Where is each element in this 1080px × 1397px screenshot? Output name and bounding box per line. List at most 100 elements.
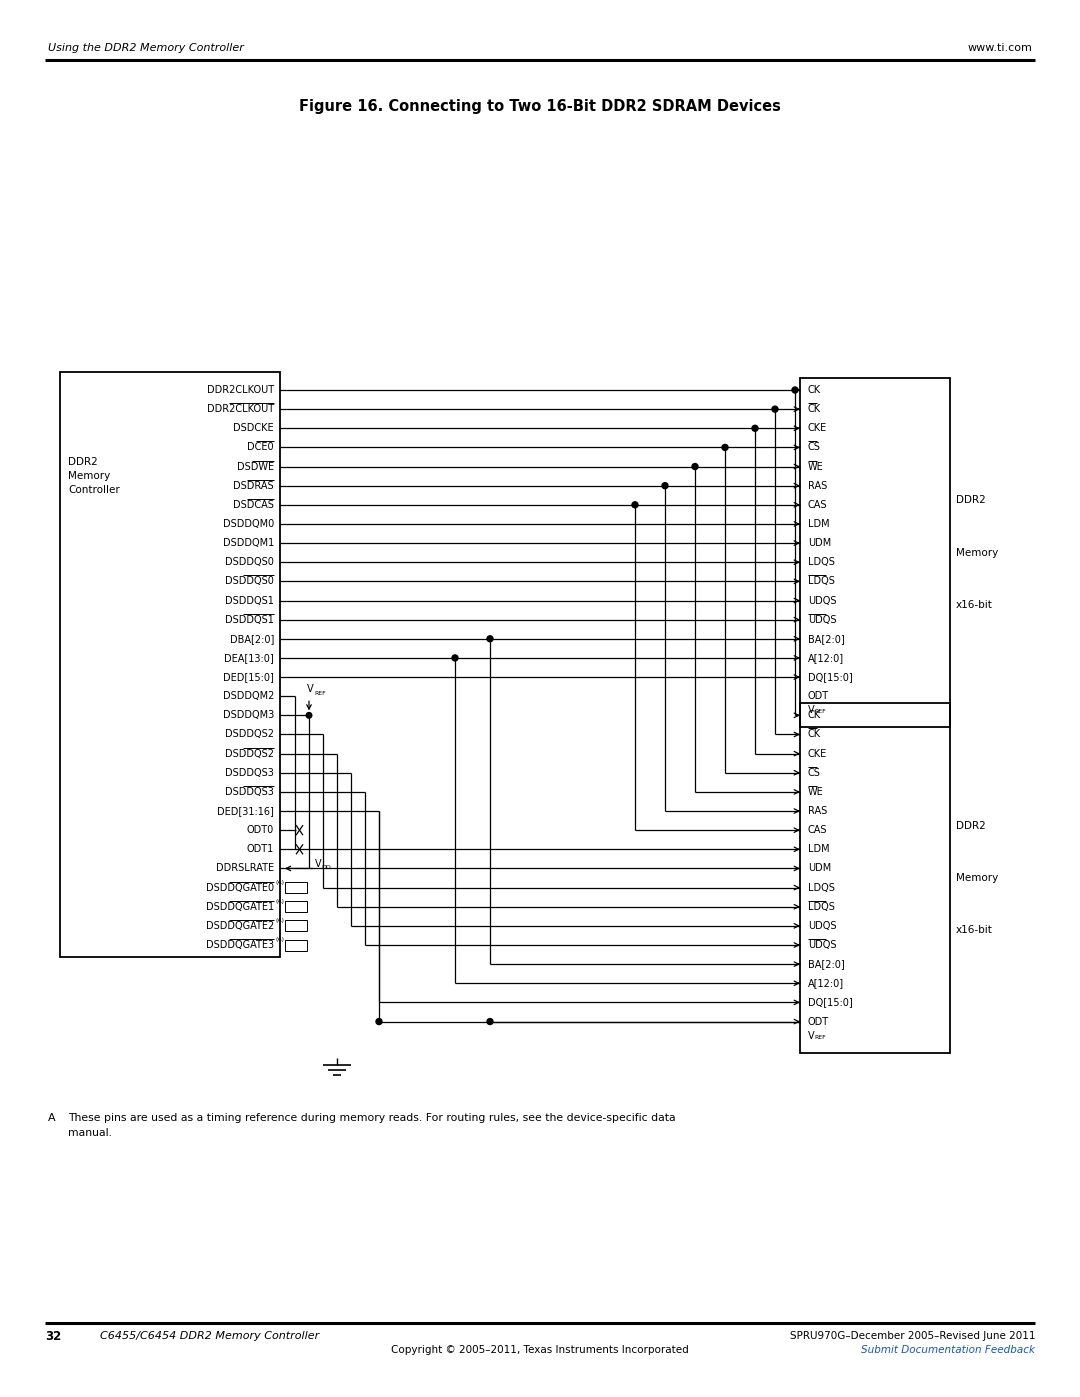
Text: DSDDQGATE1: DSDDQGATE1 bbox=[206, 901, 274, 912]
Text: manual.: manual. bbox=[68, 1127, 112, 1137]
Circle shape bbox=[307, 712, 312, 718]
Text: DSDDQS3: DSDDQS3 bbox=[225, 768, 274, 778]
Text: CKE: CKE bbox=[808, 423, 827, 433]
Text: UDQS: UDQS bbox=[808, 921, 837, 930]
Text: DED[15:0]: DED[15:0] bbox=[224, 672, 274, 682]
Text: DSDDQM0: DSDDQM0 bbox=[222, 518, 274, 529]
Text: V: V bbox=[315, 859, 322, 869]
Text: ODT: ODT bbox=[808, 692, 829, 701]
Text: Figure 16. Connecting to Two 16-Bit DDR2 SDRAM Devices: Figure 16. Connecting to Two 16-Bit DDR2… bbox=[299, 99, 781, 115]
Text: DSDDQS2: DSDDQS2 bbox=[225, 749, 274, 759]
Text: (A): (A) bbox=[275, 937, 284, 943]
Text: DSDDQM1: DSDDQM1 bbox=[222, 538, 274, 548]
Text: DDR2CLKOUT: DDR2CLKOUT bbox=[207, 386, 274, 395]
Text: CK: CK bbox=[808, 710, 821, 721]
Circle shape bbox=[752, 425, 758, 432]
Text: DSDDQS3: DSDDQS3 bbox=[225, 787, 274, 796]
Text: REF: REF bbox=[814, 1035, 826, 1039]
Text: CKE: CKE bbox=[808, 749, 827, 759]
Text: C6455/C6454 DDR2 Memory Controller: C6455/C6454 DDR2 Memory Controller bbox=[100, 1331, 320, 1341]
Text: Copyright © 2005–2011, Texas Instruments Incorporated: Copyright © 2005–2011, Texas Instruments… bbox=[391, 1345, 689, 1355]
Bar bbox=[60, 372, 280, 957]
Text: BA[2:0]: BA[2:0] bbox=[808, 634, 845, 644]
Text: Using the DDR2 Memory Controller: Using the DDR2 Memory Controller bbox=[48, 43, 244, 53]
Text: CK: CK bbox=[808, 386, 821, 395]
Text: DSDDQS1: DSDDQS1 bbox=[225, 595, 274, 605]
Text: DQ[15:0]: DQ[15:0] bbox=[808, 997, 853, 1007]
Text: ODT: ODT bbox=[808, 1017, 829, 1027]
Circle shape bbox=[376, 1018, 382, 1024]
Text: LDQS: LDQS bbox=[808, 883, 835, 893]
Text: UDQS: UDQS bbox=[808, 595, 837, 605]
Text: (A): (A) bbox=[275, 880, 284, 886]
Text: LDQS: LDQS bbox=[808, 557, 835, 567]
Text: Memory: Memory bbox=[956, 548, 998, 557]
Text: V: V bbox=[307, 685, 313, 694]
Text: 32: 32 bbox=[45, 1330, 62, 1343]
Text: DSDDQS0: DSDDQS0 bbox=[225, 557, 274, 567]
Text: CAS: CAS bbox=[808, 826, 827, 835]
Bar bbox=[800, 703, 950, 1053]
Text: DCE0: DCE0 bbox=[247, 443, 274, 453]
Text: WE: WE bbox=[808, 787, 824, 796]
Circle shape bbox=[692, 464, 698, 469]
Text: CK: CK bbox=[808, 729, 821, 739]
Text: ODT1: ODT1 bbox=[246, 844, 274, 855]
Circle shape bbox=[453, 655, 458, 661]
Text: ODT0: ODT0 bbox=[246, 826, 274, 835]
Circle shape bbox=[772, 407, 778, 412]
Text: DDR2CLKOUT: DDR2CLKOUT bbox=[207, 404, 274, 414]
Text: (A): (A) bbox=[275, 900, 284, 904]
Circle shape bbox=[662, 483, 669, 489]
Text: DDR2: DDR2 bbox=[956, 820, 986, 831]
Text: LDQS: LDQS bbox=[808, 901, 835, 912]
Text: LDM: LDM bbox=[808, 844, 829, 855]
Text: DSDDQS1: DSDDQS1 bbox=[225, 615, 274, 624]
Text: DSDDQM3: DSDDQM3 bbox=[222, 710, 274, 721]
Text: DQ[15:0]: DQ[15:0] bbox=[808, 672, 853, 682]
Bar bbox=[285, 901, 307, 912]
Text: These pins are used as a timing reference during memory reads. For routing rules: These pins are used as a timing referenc… bbox=[68, 1112, 676, 1123]
Text: DDR2: DDR2 bbox=[956, 496, 986, 506]
Bar bbox=[800, 379, 950, 728]
Text: LDM: LDM bbox=[808, 518, 829, 529]
Text: RAS: RAS bbox=[808, 806, 827, 816]
Text: DSDDQGATE3: DSDDQGATE3 bbox=[206, 940, 274, 950]
Circle shape bbox=[487, 636, 492, 641]
Text: LDQS: LDQS bbox=[808, 577, 835, 587]
Text: DBA[2:0]: DBA[2:0] bbox=[230, 634, 274, 644]
Text: DSDDQS0: DSDDQS0 bbox=[225, 577, 274, 587]
Circle shape bbox=[632, 502, 638, 509]
Text: REF: REF bbox=[814, 710, 826, 714]
Text: DEA[13:0]: DEA[13:0] bbox=[225, 652, 274, 664]
Text: UDQS: UDQS bbox=[808, 615, 837, 624]
Text: UDM: UDM bbox=[808, 863, 832, 873]
Text: CAS: CAS bbox=[808, 500, 827, 510]
Text: DDRSLRATE: DDRSLRATE bbox=[216, 863, 274, 873]
Bar bbox=[285, 882, 307, 893]
Text: DSDDQGATE0: DSDDQGATE0 bbox=[206, 883, 274, 893]
Text: x16-bit: x16-bit bbox=[956, 925, 993, 936]
Text: RAS: RAS bbox=[808, 481, 827, 490]
Text: DSDDQGATE2: DSDDQGATE2 bbox=[206, 921, 274, 930]
Text: BA[2:0]: BA[2:0] bbox=[808, 960, 845, 970]
Text: DSDDQS2: DSDDQS2 bbox=[225, 729, 274, 739]
Text: A: A bbox=[48, 1112, 56, 1123]
Circle shape bbox=[792, 387, 798, 393]
Text: DDR2: DDR2 bbox=[68, 457, 98, 467]
Circle shape bbox=[487, 1018, 492, 1024]
Circle shape bbox=[723, 444, 728, 450]
Text: A[12:0]: A[12:0] bbox=[808, 978, 845, 988]
Text: (A): (A) bbox=[275, 918, 284, 923]
Text: DSDRAS: DSDRAS bbox=[233, 481, 274, 490]
Text: REF: REF bbox=[314, 692, 326, 696]
Text: DSDDQM2: DSDDQM2 bbox=[222, 692, 274, 701]
Text: SPRU970G–December 2005–Revised June 2011: SPRU970G–December 2005–Revised June 2011 bbox=[789, 1331, 1035, 1341]
Text: DD: DD bbox=[321, 866, 330, 870]
Text: V: V bbox=[808, 705, 814, 715]
Text: WE: WE bbox=[808, 461, 824, 472]
Text: Memory: Memory bbox=[68, 471, 110, 481]
Text: UDM: UDM bbox=[808, 538, 832, 548]
Bar bbox=[285, 921, 307, 932]
Text: DED[31:16]: DED[31:16] bbox=[217, 806, 274, 816]
